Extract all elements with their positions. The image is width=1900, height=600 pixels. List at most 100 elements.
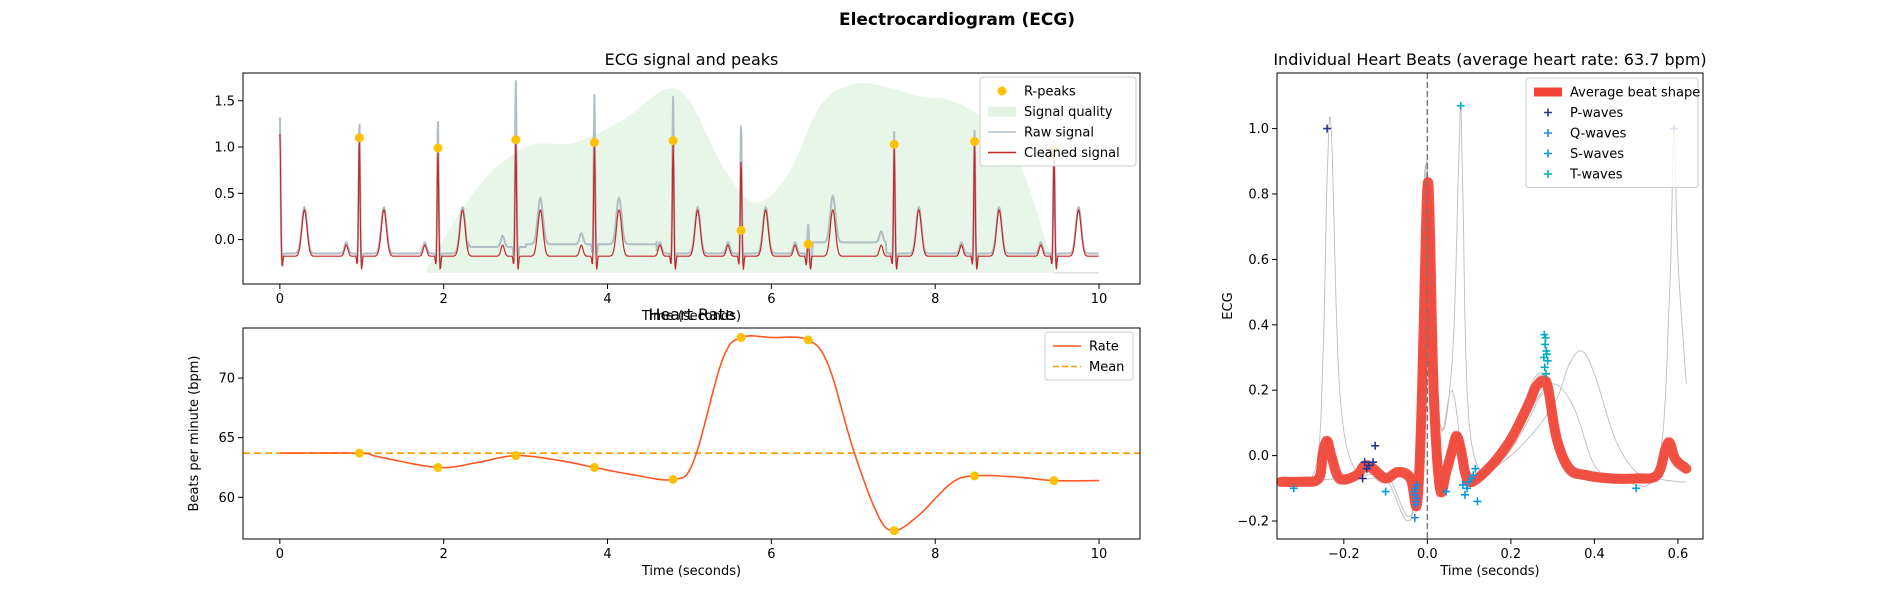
heart-rate-point	[970, 471, 980, 481]
cleaned-signal-line	[279, 134, 1099, 271]
x-axis-label: Time (seconds)	[641, 564, 741, 579]
x-tick-label: 10	[1091, 292, 1108, 307]
legend-label: Average beat shape	[1570, 86, 1700, 101]
x-tick-label: 4	[603, 547, 611, 562]
t-wave-marker	[1456, 101, 1465, 110]
s-wave-marker	[1381, 487, 1390, 496]
y-tick-label: 1.0	[214, 141, 235, 156]
x-tick-label: 6	[767, 292, 775, 307]
x-tick-label: −0.2	[1328, 547, 1360, 562]
x-tick-label: 8	[931, 292, 939, 307]
r-peak-point	[589, 137, 599, 147]
heart-beats-panel: −0.2 0.0 0.2 0.4 0.6 −0.2 0.0 0.2 0.4 0.6 0.8 1.0 Ti…	[1221, 50, 1707, 579]
y-tick-label: 1.5	[214, 94, 235, 109]
r-peak-point	[736, 225, 746, 235]
individual-beat-line	[1277, 180, 1684, 513]
r-peak-point	[511, 135, 521, 145]
legend-label: S-waves	[1570, 147, 1624, 162]
figure-title: Electrocardiogram (ECG)	[839, 10, 1075, 30]
y-tick-label: 0.6	[1248, 253, 1269, 268]
q-wave-marker	[1410, 513, 1419, 522]
r-peak-point	[889, 139, 899, 149]
legend-box	[979, 76, 1137, 167]
x-tick-label: 2	[440, 292, 448, 307]
y-tick-label: 0.8	[1248, 187, 1269, 202]
y-tick-label: 0.0	[214, 233, 235, 248]
s-wave-marker	[1473, 497, 1482, 506]
legend-label: Signal quality	[1024, 105, 1113, 120]
raw-signal-line	[278, 80, 1099, 268]
heart-rate-point	[668, 474, 678, 484]
x-tick-label: 0	[276, 547, 284, 562]
individual-beat-line	[1281, 186, 1687, 512]
y-tick-label: 60	[218, 491, 235, 506]
x-axis-label: Time (seconds)	[1439, 564, 1539, 579]
s-wave-marker	[1467, 474, 1476, 483]
p-wave-marker	[1371, 441, 1380, 450]
x-tick-label: 4	[603, 292, 611, 307]
r-peak-point	[970, 136, 980, 146]
heart-rate-point	[511, 451, 521, 461]
legend-swatch	[988, 106, 1016, 117]
t-wave-marker	[1541, 333, 1550, 342]
legend-label: Rate	[1089, 340, 1119, 355]
individual-beat-line	[1278, 164, 1685, 507]
heart-rate-point	[803, 335, 813, 345]
legend-box	[1525, 77, 1699, 188]
legend-label: P-waves	[1570, 106, 1624, 121]
legend-swatch	[1544, 108, 1552, 117]
x-tick-label: 0.6	[1668, 547, 1689, 562]
s-wave-marker	[1463, 484, 1472, 493]
t-wave-marker	[1540, 363, 1549, 372]
p-wave-marker	[1369, 458, 1378, 467]
q-wave-marker	[1411, 484, 1420, 493]
y-tick-label: 0.0	[1248, 449, 1269, 464]
y-tick-label: 1.0	[1248, 122, 1269, 137]
t-wave-marker	[1541, 369, 1550, 378]
y-tick-label: 0.4	[1248, 318, 1269, 333]
heart-rate-point	[889, 526, 899, 536]
x-tick-label: 0.4	[1584, 547, 1605, 562]
legend-swatch	[1544, 149, 1552, 158]
legend-label: Cleaned signal	[1024, 146, 1120, 161]
plot-frame	[242, 327, 1141, 540]
p-wave-marker	[1362, 464, 1371, 473]
legend-label: Mean	[1089, 360, 1124, 375]
heart-rate-line	[279, 334, 1099, 532]
plot-frame	[1276, 72, 1704, 540]
legend-box	[1044, 331, 1134, 381]
r-peak-point	[803, 239, 813, 249]
heart-rate-point	[589, 462, 599, 472]
p-wave-marker	[1323, 124, 1332, 133]
s-wave-marker	[1442, 487, 1451, 496]
chart-title: Individual Heart Beats (average heart ra…	[1273, 50, 1706, 69]
r-peak-point	[668, 136, 678, 146]
x-tick-label: 0	[276, 292, 284, 307]
y-tick-label: 70	[218, 372, 235, 387]
x-tick-label: 0.2	[1501, 547, 1522, 562]
s-wave-marker	[1289, 484, 1298, 493]
y-axis-label: ECG	[1221, 292, 1236, 319]
heart-rate-point	[354, 448, 364, 458]
x-tick-label: 0.0	[1417, 547, 1438, 562]
heart-rate-panel: 0 2 4 6 8 10 60 65 70 Time (seconds) Beats per min…	[187, 305, 1141, 579]
average-beat-line	[1276, 177, 1692, 512]
legend-swatch	[1544, 170, 1552, 178]
individual-beat-line	[1279, 160, 1686, 512]
chart-title: ECG signal and peaks	[605, 50, 779, 69]
individual-beat-line	[1282, 194, 1688, 506]
y-tick-label: 65	[218, 431, 235, 446]
individual-beat-line	[1282, 199, 1689, 504]
s-wave-marker	[1632, 484, 1641, 493]
x-tick-label: 10	[1091, 547, 1108, 562]
legend-swatch	[997, 86, 1007, 96]
individual-beat-line	[1284, 211, 1690, 507]
s-wave-marker	[1460, 490, 1469, 499]
r-peak-point	[433, 143, 443, 153]
y-axis-label: Beats per minute (bpm)	[187, 356, 202, 512]
s-wave-marker	[1458, 481, 1467, 490]
y-tick-label: 0.2	[1248, 384, 1269, 399]
x-tick-label: 2	[440, 547, 448, 562]
r-peak-point	[354, 133, 364, 143]
